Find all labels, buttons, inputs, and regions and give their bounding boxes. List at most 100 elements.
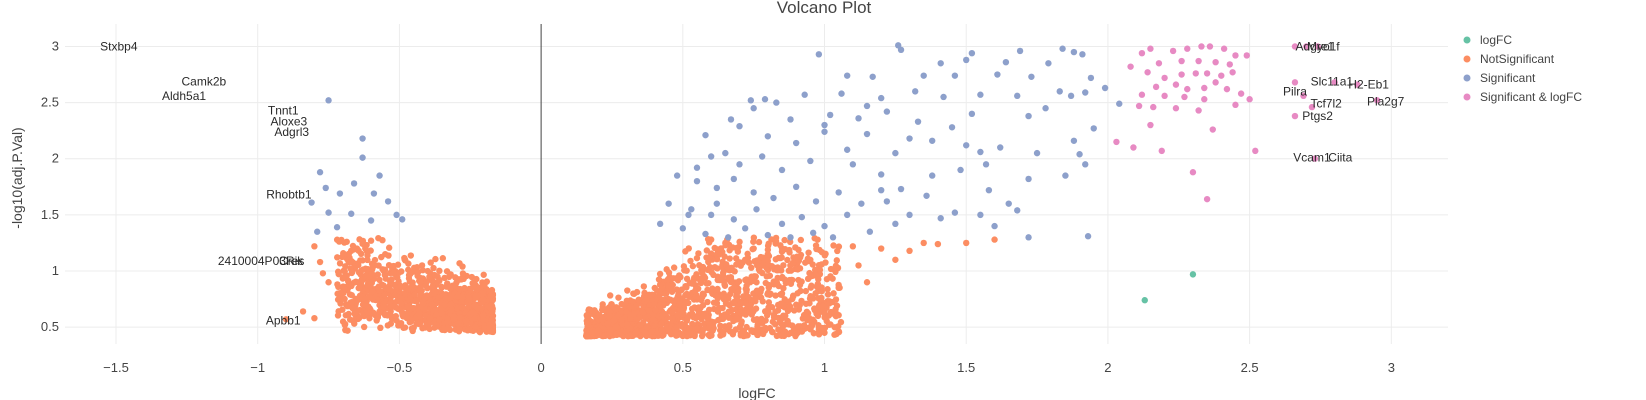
point-notsignificant [780,262,787,269]
point-notsignificant [812,242,820,249]
point-significant [713,184,721,192]
point-significant [892,220,899,228]
point-notsignificant [963,239,970,247]
point-notsignificant [763,273,770,280]
point-notsignificant [613,330,620,337]
point-notsignificant [729,331,737,338]
point-notsignificant [356,236,363,243]
point-notsignificant [422,282,429,289]
point-notsignificant [717,322,724,329]
point-notsignificant [863,279,871,286]
point-notsignificant [374,271,381,278]
gene-label: Adgre1 [1295,39,1334,53]
point-notsignificant [349,304,356,312]
point-notsignificant [714,285,721,293]
point-notsignificant [340,250,347,257]
point-notsignificant [699,302,707,309]
point-notsignificant [316,258,324,266]
point-notsignificant [426,320,433,327]
gene-label: Cres [279,254,304,268]
legend-item[interactable]: NotSignificant [1463,52,1555,66]
point-significant [812,198,820,205]
legend[interactable]: logFC NotSignificant Significant Significan… [1463,33,1583,104]
point-notsignificant [808,282,815,289]
point-notsignificant [802,287,809,295]
point-notsignificant [722,239,730,246]
point-notsignificant [465,295,473,303]
point-notsignificant [462,317,470,325]
point-notsignificant [404,303,412,310]
gene-label: Apbb1 [266,313,301,327]
point-significant-logfc [1223,85,1231,93]
point-notsignificant [486,321,493,329]
point-notsignificant [633,302,641,309]
point-notsignificant [624,287,631,294]
point-notsignificant [706,263,714,271]
point-significant-logfc [1147,121,1154,129]
point-notsignificant [585,306,593,313]
point-significant [1028,73,1035,80]
point-notsignificant [794,329,801,336]
point-notsignificant [721,311,729,318]
point-notsignificant [824,286,831,293]
point-significant [948,124,956,131]
point-notsignificant [686,325,693,332]
gene-label: Myo1f [1307,39,1340,53]
point-significant [778,166,786,174]
legend-item[interactable]: logFC [1463,33,1513,47]
point-notsignificant [435,294,442,301]
point-notsignificant [387,279,394,287]
point-notsignificant [697,279,704,287]
point-notsignificant [706,321,714,329]
point-significant-logfc [1303,43,1310,50]
point-notsignificant [710,305,718,313]
point-notsignificant [476,328,484,336]
point-notsignificant [471,302,479,309]
point-notsignificant [464,327,471,334]
legend-item[interactable]: Significant & logFC [1463,90,1583,104]
point-notsignificant [356,314,363,322]
point-notsignificant [731,298,738,305]
point-significant-logfc [1195,107,1202,114]
gene-label: Ptgs2 [1302,109,1333,123]
point-significant [801,91,808,98]
point-notsignificant [826,300,833,307]
x-tick-label: 0.5 [674,360,692,375]
point-notsignificant [832,296,840,303]
point-significant [1084,233,1092,240]
point-significant [376,172,383,179]
point-significant [750,105,757,112]
point-notsignificant [458,276,465,283]
point-notsignificant [623,321,631,328]
point-significant [883,108,891,115]
point-notsignificant [395,278,402,285]
point-notsignificant [391,291,399,299]
point-significant-logfc [1354,81,1361,88]
point-significant-logfc [1291,43,1299,50]
point-notsignificant [822,259,829,266]
point-significant [370,190,378,197]
point-notsignificant [665,269,673,276]
point-notsignificant [649,316,657,323]
point-notsignificant [419,300,427,307]
point-notsignificant [754,331,761,339]
point-notsignificant [583,320,591,327]
point-notsignificant [369,288,376,295]
y-tick-label: 0.5 [41,319,59,334]
point-notsignificant [652,306,659,314]
point-notsignificant [348,299,355,306]
point-notsignificant [786,303,794,310]
point-significant [707,153,715,160]
point-significant [1014,92,1021,100]
legend-item[interactable]: Significant [1463,71,1537,85]
point-notsignificant [789,295,796,303]
point-notsignificant [661,290,669,297]
point-significant [838,90,845,97]
point-significant [1070,48,1078,56]
point-notsignificant [719,304,726,312]
point-significant-logfc [1246,96,1253,103]
point-notsignificant [777,242,784,249]
point-notsignificant [390,262,397,270]
point-notsignificant [719,331,727,338]
point-notsignificant [397,282,405,290]
